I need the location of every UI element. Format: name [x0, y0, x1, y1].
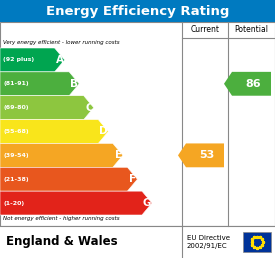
Text: Not energy efficient - higher running costs: Not energy efficient - higher running co…	[3, 216, 120, 221]
Text: D: D	[99, 126, 107, 136]
FancyBboxPatch shape	[0, 22, 275, 226]
Polygon shape	[178, 143, 224, 167]
Polygon shape	[0, 48, 65, 72]
Text: Energy Efficiency Rating: Energy Efficiency Rating	[46, 4, 229, 18]
Text: (21-38): (21-38)	[3, 177, 29, 182]
Polygon shape	[0, 167, 138, 191]
Text: (39-54): (39-54)	[3, 153, 29, 158]
Text: F: F	[129, 174, 136, 184]
FancyBboxPatch shape	[243, 232, 271, 252]
Text: (92 plus): (92 plus)	[3, 58, 34, 62]
Text: B: B	[70, 79, 78, 89]
Polygon shape	[0, 143, 123, 167]
Polygon shape	[0, 226, 275, 258]
Text: Current: Current	[191, 26, 219, 35]
Polygon shape	[0, 0, 275, 22]
Text: Potential: Potential	[235, 26, 268, 35]
Text: G: G	[142, 198, 151, 208]
Text: England & Wales: England & Wales	[6, 236, 118, 248]
Text: 53: 53	[199, 150, 214, 160]
Polygon shape	[0, 96, 94, 119]
Text: 86: 86	[246, 79, 261, 89]
Text: EU Directive
2002/91/EC: EU Directive 2002/91/EC	[187, 235, 230, 249]
Text: Very energy efficient - lower running costs: Very energy efficient - lower running co…	[3, 40, 120, 45]
Text: (1-20): (1-20)	[3, 200, 24, 206]
Polygon shape	[0, 191, 152, 215]
Polygon shape	[0, 72, 79, 96]
Text: C: C	[85, 103, 93, 113]
Text: (81-91): (81-91)	[3, 81, 29, 86]
Text: E: E	[115, 150, 122, 160]
Text: A: A	[56, 55, 64, 65]
Text: (55-68): (55-68)	[3, 129, 29, 134]
Polygon shape	[0, 119, 108, 143]
Text: (69-80): (69-80)	[3, 105, 29, 110]
Polygon shape	[224, 72, 271, 96]
